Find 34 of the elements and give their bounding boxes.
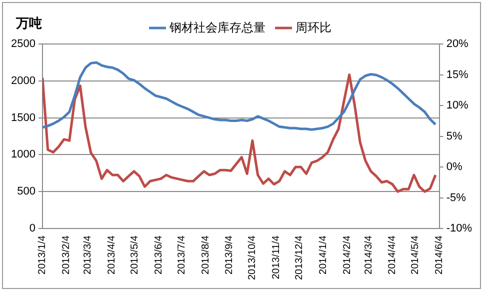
x-tick-label: 2013/12/4	[294, 235, 306, 280]
y2-tick-label: -5%	[446, 192, 466, 204]
y-tick-label: 2000	[10, 74, 36, 87]
x-tick-label: 2014/5/4	[410, 235, 422, 274]
y2-tick-label: 15%	[446, 68, 469, 81]
y2-tick-label: 20%	[446, 38, 469, 50]
x-tick-label: 2014/1/4	[318, 235, 329, 274]
x-tick-label: 2013/1/4	[37, 235, 48, 274]
x-tick-label: 2014/6/4	[434, 235, 446, 274]
y2-tick-label: 10%	[446, 100, 469, 112]
x-tick-label: 2013/11/4	[271, 235, 282, 280]
legend-label: 钢材社会库存总量	[168, 20, 266, 34]
x-tick-label: 2013/5/4	[130, 235, 141, 274]
y-tick-label: 1000	[10, 148, 36, 161]
y2-tick-label: -10%	[446, 222, 472, 235]
x-tick-label: 2013/2/4	[61, 235, 72, 274]
x-tick-label: 2014/4/4	[387, 235, 398, 274]
y-tick-label: 500	[17, 186, 36, 198]
x-tick-label: 2013/7/4	[176, 235, 188, 274]
y-axis-title: 万吨	[15, 16, 42, 31]
y2-tick-label: 5%	[446, 130, 462, 142]
x-tick-label: 2013/4/4	[106, 235, 118, 274]
x-tick-label: 2013/10/4	[247, 235, 258, 280]
x-tick-label: 2013/8/4	[200, 235, 212, 274]
x-tick-label: 2013/9/4	[224, 235, 236, 274]
x-tick-label: 2013/6/4	[153, 235, 164, 274]
y2-tick-label: 0%	[446, 161, 462, 174]
x-tick-label: 2014/3/4	[363, 235, 374, 274]
y-tick-label: 0	[29, 222, 36, 235]
y-tick-label: 2500	[10, 38, 36, 50]
x-tick-label: 2014/2/4	[342, 235, 353, 274]
x-tick-label: 2013/3/4	[82, 235, 94, 274]
y-tick-label: 1500	[10, 112, 36, 124]
legend-label: 周环比	[296, 20, 332, 34]
